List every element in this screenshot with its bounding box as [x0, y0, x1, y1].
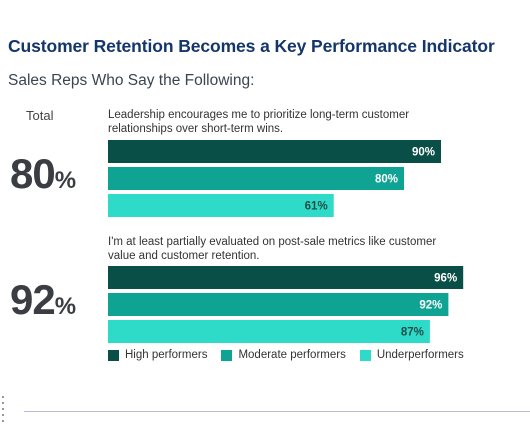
bottom-divider: [24, 411, 530, 412]
legend: High performers Moderate performers Unde…: [108, 349, 464, 361]
total-percentage-2: 92%: [10, 276, 76, 324]
chart-subtitle: Sales Reps Who Say the Following:: [8, 72, 255, 89]
total-symbol-2: %: [54, 293, 77, 320]
legend-item-moderate: Moderate performers: [221, 349, 346, 361]
bar-q2-moderate: [108, 293, 449, 316]
legend-label-moderate: Moderate performers: [238, 349, 346, 361]
bar-q1-under: [108, 194, 334, 217]
bar-label-q2-moderate: 92%: [419, 300, 442, 312]
legend-item-high: High performers: [108, 349, 207, 361]
legend-swatch-under: [359, 349, 371, 361]
question-1-text: Leadership encourages me to prioritize l…: [108, 109, 410, 135]
legend-label-high: High performers: [125, 349, 208, 361]
question-2-text: I'm at least partially evaluated on post…: [108, 236, 437, 262]
chart-title: Customer Retention Becomes a Key Perform…: [8, 36, 495, 56]
bar-label-q1-high: 90%: [412, 147, 435, 159]
bar-label-q1-moderate: 80%: [375, 174, 398, 186]
total-value-2: 92: [10, 276, 56, 323]
total-value-1: 80: [10, 150, 56, 197]
total-percentage-1: 80%: [10, 150, 76, 198]
total-label: Total: [26, 108, 54, 123]
bar-q2-under: [108, 320, 430, 343]
bar-q2-high: [108, 266, 464, 289]
legend-swatch-moderate: [221, 349, 233, 361]
legend-item-under: Underperformers: [359, 349, 464, 361]
bar-q1-high: [108, 140, 441, 163]
legend-swatch-high: [108, 349, 119, 361]
bar-label-q2-under: 87%: [401, 327, 424, 339]
bar-label-q1-under: 61%: [305, 201, 328, 213]
side-dots: [2, 396, 4, 426]
bar-label-q2-high: 96%: [434, 273, 457, 285]
legend-label-under: Underperformers: [376, 349, 464, 361]
bar-q1-moderate: [108, 167, 404, 190]
total-symbol-1: %: [54, 167, 77, 194]
